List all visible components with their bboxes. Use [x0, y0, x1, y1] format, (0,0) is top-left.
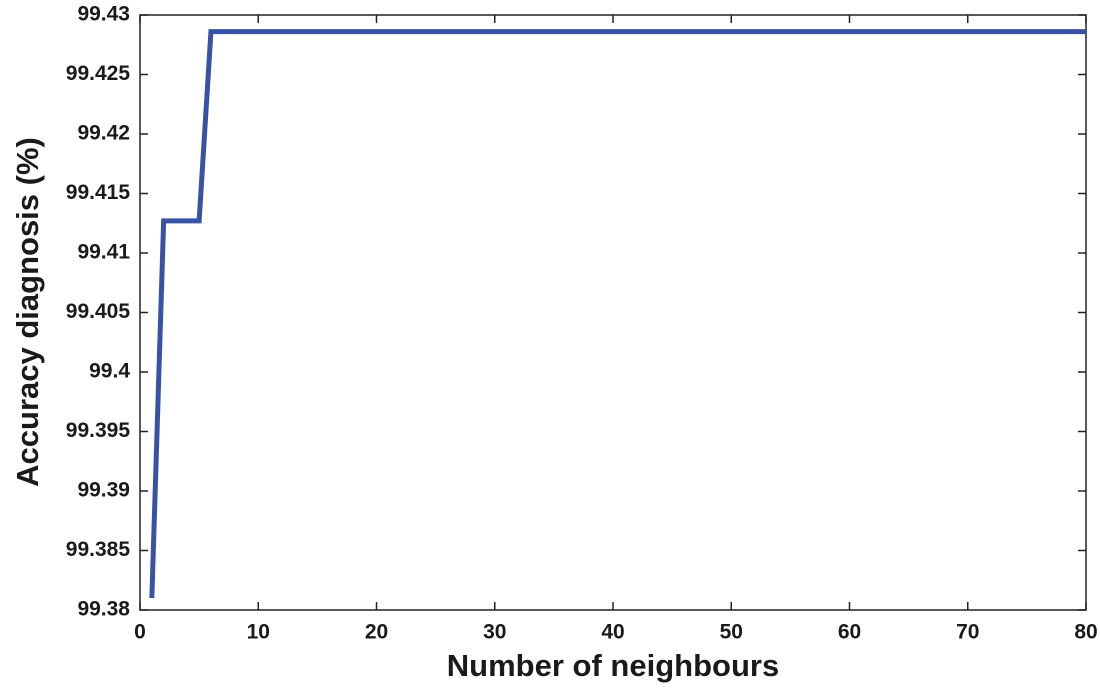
x-tick-label: 60 — [838, 621, 861, 644]
y-tick-label: 99.4 — [89, 360, 130, 383]
x-tick-label: 80 — [1074, 621, 1097, 644]
x-tick-label: 0 — [134, 621, 146, 644]
x-tick-label: 20 — [365, 621, 388, 644]
y-tick-label: 99.425 — [66, 62, 131, 85]
x-tick-label: 70 — [956, 621, 979, 644]
plot-frame — [139, 14, 1087, 611]
x-tick-label: 50 — [720, 621, 743, 644]
data-line — [149, 29, 1086, 599]
y-tick-label: 99.415 — [66, 181, 131, 204]
x-tick-label: 30 — [483, 621, 506, 644]
x-tick-label: 10 — [247, 621, 270, 644]
y-tick-label: 99.42 — [77, 122, 130, 145]
x-tick-label: 40 — [601, 621, 624, 644]
y-tick-label: 99.405 — [66, 300, 131, 323]
y-tick-label: 99.395 — [66, 419, 131, 442]
y-tick-label: 99.39 — [77, 479, 130, 502]
x-axis-title: Number of neighbours — [447, 648, 779, 683]
y-tick-label: 99.38 — [77, 598, 130, 621]
y-tick-label: 99.43 — [77, 3, 130, 26]
y-tick-label: 99.41 — [77, 241, 130, 264]
y-axis-title: Accuracy diagnosis (%) — [10, 137, 45, 487]
y-tick-label: 99.385 — [66, 538, 131, 561]
